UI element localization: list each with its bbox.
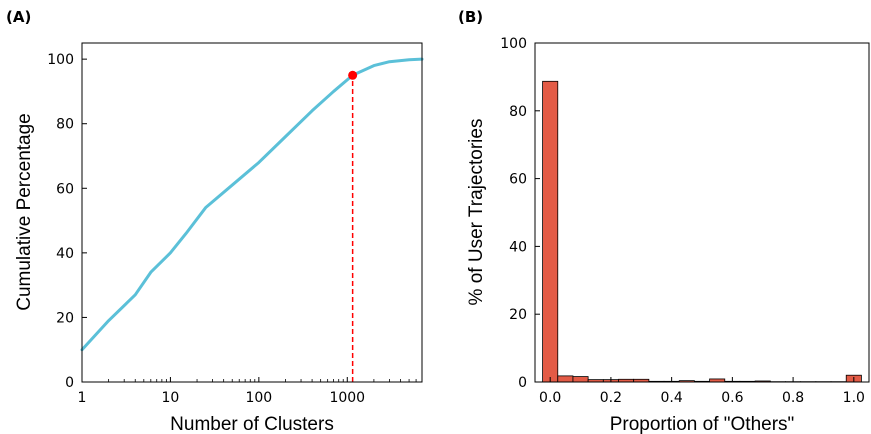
panel-b-plot	[542, 80, 862, 383]
panel-a-x-tick-label: 1	[78, 390, 87, 406]
panel-b-bar	[572, 376, 589, 383]
panel-b-bar	[557, 375, 574, 383]
panel-b-ticks: 0.0 0.2 0.4 0.6 0.8 1.0 0 20 40 60 80 100	[500, 36, 865, 406]
panel-a-x-tick-label: 100	[245, 390, 272, 406]
panel-a-y-tick-label: 60	[56, 181, 74, 197]
panel-a: (A) 1 10 100 1000 0 20 40 60 80 100 Number of Clu…	[6, 8, 424, 434]
panel-a-series-line	[80, 57, 424, 352]
panel-a-y-tick-label: 80	[56, 117, 74, 133]
panel-a-label: (A)	[6, 8, 31, 26]
panel-b-x-tick-label: 0.8	[782, 390, 804, 406]
panel-b-y-tick-label: 40	[509, 239, 527, 255]
panel-b-y-tick-label: 0	[518, 375, 527, 391]
panel-b-y-tick-label: 100	[500, 36, 527, 52]
panel-a-y-axis-title: Cumulative Percentage	[14, 113, 35, 311]
panel-b-y-tick-label: 20	[509, 307, 527, 323]
panel-b-y-axis-title: % of User Trajectories	[466, 119, 487, 306]
panel-a-y-tick-label: 100	[47, 52, 74, 68]
panel-a-frame	[81, 42, 423, 383]
panel-b-x-tick-label: 0.2	[600, 390, 622, 406]
panel-b-y-tick-label: 80	[509, 104, 527, 120]
panel-a-y-tick-label: 20	[56, 310, 74, 326]
panel-b-x-tick-label: 0.0	[539, 390, 561, 406]
panel-b-label: (B)	[458, 8, 483, 26]
panel-a-marker-point	[348, 70, 358, 80]
panel-a-plot	[80, 57, 424, 382]
panel-a-x-axis-title: Number of Clusters	[170, 414, 334, 434]
panel-b: (B) 0.0 0.2 0.4 0.6 0.8 1.0 0 20 40 60 80 100 Propo…	[458, 8, 870, 434]
panel-a-ticks: 1 10 100 1000 0 20 40 60 80 100	[47, 52, 423, 406]
panel-a-y-tick-label: 40	[56, 246, 74, 262]
panel-b-y-tick-label: 60	[509, 172, 527, 188]
panel-a-x-tick-label: 1000	[329, 390, 365, 406]
panel-a-y-tick-label: 0	[65, 375, 74, 391]
panel-a-x-tick-label: 10	[162, 390, 180, 406]
panel-b-x-tick-label: 1.0	[843, 390, 865, 406]
panel-b-x-tick-label: 0.6	[721, 390, 743, 406]
panel-b-x-tick-label: 0.4	[661, 390, 683, 406]
panel-b-bar	[542, 80, 559, 383]
panel-b-x-axis-title: Proportion of "Others"	[610, 414, 795, 434]
panel-b-frame	[534, 42, 870, 383]
